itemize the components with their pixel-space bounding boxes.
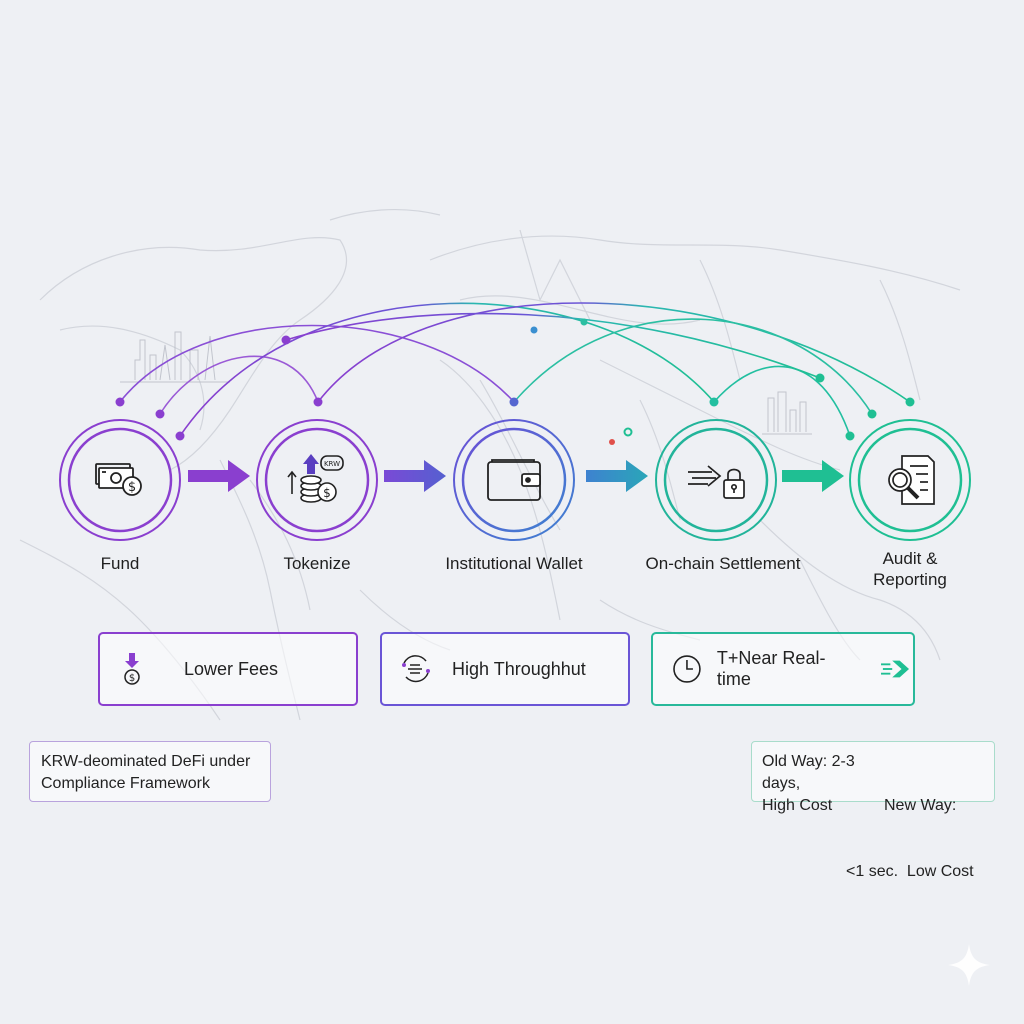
token-label: KRW xyxy=(324,460,340,468)
step-audit-label: Audit & Reporting xyxy=(820,548,1000,590)
benefit-high-throughput-label: High Throughhut xyxy=(452,658,586,679)
svg-text:$: $ xyxy=(129,673,135,684)
step-wallet-circle[interactable] xyxy=(452,418,576,542)
arc-wallet-audit xyxy=(513,318,873,415)
step-fund-label: Fund xyxy=(100,554,140,573)
compliance-note: KRW-deominated DeFi under Compliance Fra… xyxy=(29,741,271,802)
document-search-icon xyxy=(888,455,935,505)
arc-node xyxy=(867,409,877,419)
flow-arrow-1 xyxy=(188,460,250,492)
svg-text:$: $ xyxy=(128,480,136,495)
svg-text:$: $ xyxy=(323,486,331,500)
arc-node xyxy=(530,326,538,334)
flow-arrow-3 xyxy=(586,460,648,492)
arc-node xyxy=(580,318,588,326)
new-way-line2: <1 sec. Low Cost xyxy=(846,863,974,880)
compliance-note-line2: Compliance Framework xyxy=(41,775,210,792)
arc-node xyxy=(905,397,915,407)
flow-arrow-4 xyxy=(782,460,844,492)
transfer-lock-icon xyxy=(688,465,745,499)
fast-forward-arrow-icon xyxy=(881,660,910,678)
arc-fund-tokenize xyxy=(159,355,319,415)
map-marker-dot xyxy=(623,427,633,437)
flow-arrow-2 xyxy=(384,460,446,492)
new-way-line1: New Way: xyxy=(884,797,957,814)
arc-node xyxy=(709,397,719,407)
benefit-high-throughput: High Throughhut xyxy=(380,632,630,706)
step-audit-circle[interactable] xyxy=(848,418,972,542)
arc-fund-settlement xyxy=(179,302,715,437)
wallet-icon xyxy=(487,459,541,501)
sparkle-icon xyxy=(948,944,990,986)
benefit-lower-fees: $ Lower Fees xyxy=(98,632,358,706)
old-way-line2: High Cost xyxy=(762,797,833,814)
arc-fund-wallet xyxy=(119,324,515,403)
step-settlement-label: On-chain Settlement xyxy=(645,554,801,573)
step-fund-circle[interactable]: $ xyxy=(58,418,182,542)
arc-tokenize-audit xyxy=(317,302,911,403)
money-dollar-icon: $ xyxy=(95,463,142,496)
benefit-real-time: T+Near Real-time xyxy=(651,632,915,706)
arc-node xyxy=(175,431,185,441)
step-tokenize-label: Tokenize xyxy=(283,554,351,573)
throughput-icon xyxy=(402,655,430,683)
step-tokenize-circle[interactable]: $ KRW xyxy=(255,418,379,542)
step-settlement-circle[interactable] xyxy=(654,418,778,542)
comparison-note: Old Way: 2-3 days, High Cost New Way: <1… xyxy=(751,741,995,880)
benefit-real-time-label: T+Near Real-time xyxy=(716,648,826,689)
arc-node xyxy=(281,335,291,345)
arc-node xyxy=(815,373,825,383)
map-marker-dot xyxy=(609,439,615,445)
tokenize-coins-icon: $ KRW xyxy=(287,454,344,503)
compliance-note-line1: KRW-deominated DeFi under xyxy=(41,753,251,770)
old-way-line1: Old Way: 2-3 days, xyxy=(762,753,855,792)
arc-node xyxy=(509,397,519,407)
down-arrow-coin-icon: $ xyxy=(124,653,140,685)
arc-node xyxy=(115,397,125,407)
arc-settlement-audit xyxy=(713,365,851,437)
arc-top-long xyxy=(285,312,821,379)
step-audit-label-text: Audit & Reporting xyxy=(873,549,947,589)
benefit-lower-fees-label: Lower Fees xyxy=(184,658,279,679)
arc-node xyxy=(845,431,855,441)
arc-node xyxy=(313,397,323,407)
arc-node xyxy=(155,409,165,419)
clock-icon xyxy=(673,655,701,683)
step-wallet-label: Institutional Wallet xyxy=(445,554,583,573)
